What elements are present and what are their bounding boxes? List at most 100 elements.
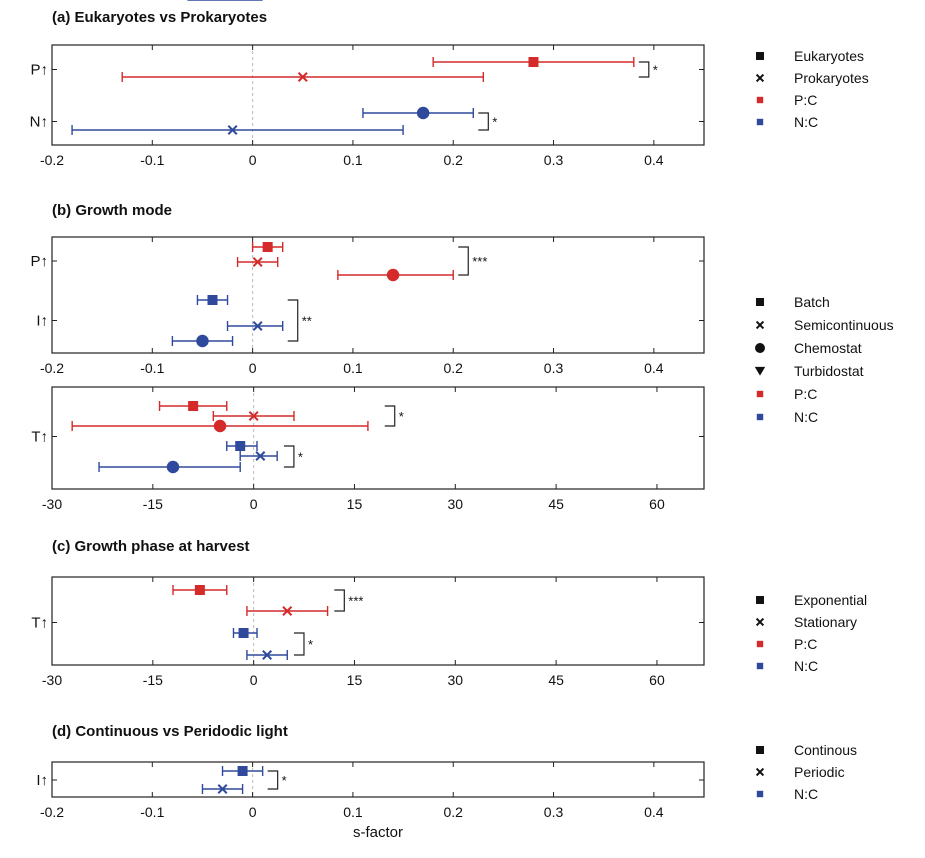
legend-marker [756,96,764,104]
data-point [236,257,279,267]
panel-5: (d) Continuous vs Peridodic light -0.2 -0.… [36,723,857,841]
point-marker [166,460,180,474]
data-point [71,125,404,135]
legend-label: N:C [794,658,818,674]
x-tick-label: 0 [249,360,257,376]
x-tick-label: 0.4 [644,152,664,168]
legend-label: Turbidostat [794,363,864,379]
legend-marker [756,390,764,398]
legend-marker [755,767,765,777]
legend: Batch Semicontinuous Chemostat Turbidostat P… [754,294,894,425]
legend: Eukaryotes Prokaryotes P:C N:C [755,48,869,130]
legend-label: Exponential [794,592,867,608]
significance-label: * [298,450,303,465]
axes-frame [51,44,705,146]
significance-label: * [399,409,404,424]
x-tick-label: -0.2 [40,152,64,168]
x-tick-label: -0.1 [140,360,164,376]
legend-marker [754,366,766,376]
row-label: N↑ [30,114,48,131]
data-point [432,57,635,67]
legend-marker [756,118,764,126]
significance-label: * [282,773,287,788]
legend-label: Chemostat [794,340,862,356]
x-tick-label: 0 [249,804,257,820]
legend-label: Eukaryotes [794,48,864,64]
significance-label: * [308,637,313,652]
data-point [71,419,369,433]
data-point [239,451,278,461]
data-point [337,268,454,282]
legend-label: Continous [794,742,857,758]
point-marker [196,334,209,348]
row-label: T↑ [31,429,48,446]
legend-marker [756,298,764,306]
point-marker [237,766,248,776]
legend-marker [755,73,765,83]
legend-marker [755,343,765,353]
x-tick-label: 0.1 [343,152,363,168]
data-point [121,72,485,82]
legend: Continous Periodic N:C [755,742,857,802]
legend-label: P:C [794,636,817,652]
significance-bracket [283,445,295,468]
legend-marker [755,320,765,330]
legend-label: P:C [794,92,817,108]
x-tick-label: 15 [347,672,363,688]
point-marker [252,257,263,267]
x-tick-label: 0.3 [544,804,564,820]
x-tick-label: 45 [548,672,564,688]
point-marker [416,106,430,120]
axes-frame [51,386,705,490]
data-point [226,321,284,331]
x-tick-label: 0.1 [343,804,363,820]
data-point [171,334,234,348]
x-tick-label: -0.1 [140,804,164,820]
legend-marker [756,662,764,670]
point-marker [217,784,228,794]
legend-label: N:C [794,786,818,802]
row-label: P↑ [30,253,48,270]
data-point [246,650,288,660]
significance-bracket [384,405,396,427]
x-tick-label: 0.2 [443,804,463,820]
legend-marker [756,596,764,604]
legend-marker [755,617,765,627]
significance-bracket [293,632,305,656]
row-label: I↑ [36,313,48,330]
x-tick-label: 60 [649,496,665,512]
x-tick-label: 0.4 [644,360,664,376]
axes-frame [51,761,705,798]
legend-label: Periodic [794,764,845,780]
x-tick-label: 30 [448,496,464,512]
legend-label: Prokaryotes [794,70,869,86]
x-tick-label: 60 [649,672,665,688]
x-axis-label: s-factor [353,824,403,841]
axes-frame [51,236,705,354]
significance-bracket [334,589,345,612]
legend-marker [756,52,764,60]
legend-label: Batch [794,294,830,310]
point-marker [238,628,249,638]
legend-label: P:C [794,386,817,402]
data-point [212,411,295,421]
legend-label: Stationary [794,614,857,630]
significance-bracket [267,770,279,790]
x-tick-label: -0.2 [40,360,64,376]
point-marker [235,441,246,451]
data-point [98,460,241,474]
data-point [158,401,228,411]
significance-bracket [638,61,650,78]
x-tick-label: 0 [250,672,258,688]
point-marker [282,606,293,616]
x-tick-label: -30 [42,496,62,512]
panel-2: (b) Growth mode -0.2 -0.1 0 0.1 0.2 0.3 0.4 P↑ I↑… [30,0,705,376]
point-marker [252,321,263,331]
panel-3: -30 -15 0 15 30 45 60T↑**BatchSemicontinuousCh… [31,294,893,512]
legend-marker [756,746,764,754]
significance-label: *** [472,254,487,269]
data-point [251,242,284,252]
data-point [362,106,474,120]
point-marker [207,295,218,305]
panel-title: (a) Eukaryotes vs Prokaryotes [52,9,267,26]
